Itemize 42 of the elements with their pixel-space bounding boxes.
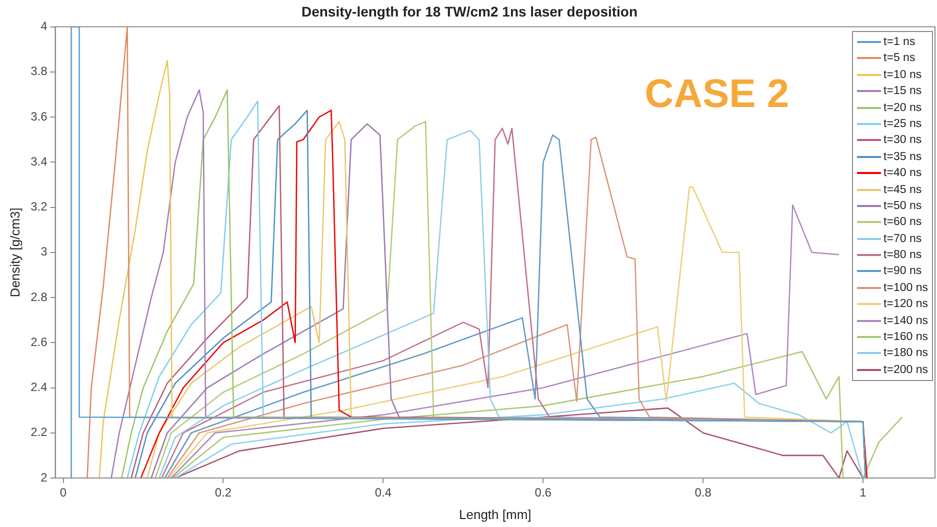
y-tick-label: 3.2 xyxy=(30,200,48,214)
legend-label: t=120 ns xyxy=(884,298,928,310)
legend-label: t=140 ns xyxy=(884,314,928,327)
y-tick-label: 2 xyxy=(40,470,48,484)
legend-label: t=30 ns xyxy=(884,134,922,146)
legend-label: t=35 ns xyxy=(884,150,922,163)
y-tick-label: 3.4 xyxy=(30,154,48,168)
x-tick-label: 0.8 xyxy=(694,486,712,500)
legend-label: t=200 ns xyxy=(884,364,928,376)
legend-label: t=160 ns xyxy=(884,331,928,344)
chart-title: Density-length for 18 TW/cm2 1ns laser deposition xyxy=(301,3,638,20)
legend-label: t=5 ns xyxy=(884,52,916,64)
legend-label: t=45 ns xyxy=(884,184,922,196)
legend-label: t=60 ns xyxy=(884,216,922,228)
legend-label: t=50 ns xyxy=(884,200,922,212)
legend-label: t=25 ns xyxy=(884,118,922,130)
legend-label: t=40 ns xyxy=(884,167,922,180)
x-tick-label: 0 xyxy=(60,486,67,500)
legend-label: t=100 ns xyxy=(884,282,928,294)
x-tick-label: 0.4 xyxy=(374,486,392,500)
y-axis-title: Density [g/cm3] xyxy=(7,208,22,298)
x-tick-label: 0.6 xyxy=(534,486,552,500)
annotation: CASE 2 xyxy=(644,72,790,117)
legend-label: t=15 ns xyxy=(884,85,922,98)
legend-label: t=90 ns xyxy=(884,265,922,278)
legend-label: t=1 ns xyxy=(884,36,916,48)
y-tick-label: 2.4 xyxy=(30,380,48,394)
legend-label: t=180 ns xyxy=(884,347,928,360)
legend-label: t=80 ns xyxy=(884,249,922,262)
y-tick-label: 2.8 xyxy=(30,290,48,304)
x-tick-label: 0.2 xyxy=(214,486,232,500)
y-tick-label: 3.8 xyxy=(30,64,48,78)
x-tick-label: 1 xyxy=(860,486,867,500)
y-tick-label: 2.6 xyxy=(30,334,48,349)
y-tick-label: 3 xyxy=(40,244,48,259)
legend-label: t=20 ns xyxy=(884,102,922,114)
x-axis-title: Length [mm] xyxy=(459,506,532,522)
legend-label: t=10 ns xyxy=(884,68,922,81)
y-tick-label: 2.2 xyxy=(30,425,48,440)
y-tick-label: 4 xyxy=(40,19,48,34)
legend-label: t=70 ns xyxy=(884,232,922,245)
y-tick-label: 3.6 xyxy=(30,109,48,124)
